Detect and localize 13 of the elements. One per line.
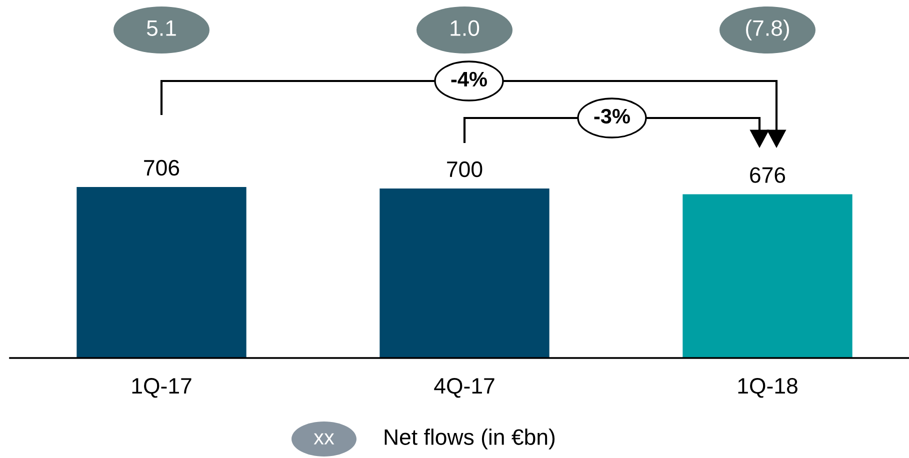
text: -4%: [451, 72, 487, 87]
data-label: 700: [447, 161, 482, 178]
x-tick-label: 1Q-17: [132, 378, 192, 398]
x-tick-label: 4Q-17: [434, 378, 494, 398]
text: -3%: [594, 108, 630, 124]
text: xx: [314, 433, 334, 444]
data-label: 676: [750, 167, 786, 183]
x-tick-label: 1Q-18: [738, 378, 798, 398]
text: 5.1: [146, 20, 176, 36]
text: 1.0: [450, 20, 480, 36]
text: Net flows (in €bn): [384, 428, 555, 450]
text: (7.8): [746, 20, 789, 40]
data-label: 706: [144, 160, 180, 176]
